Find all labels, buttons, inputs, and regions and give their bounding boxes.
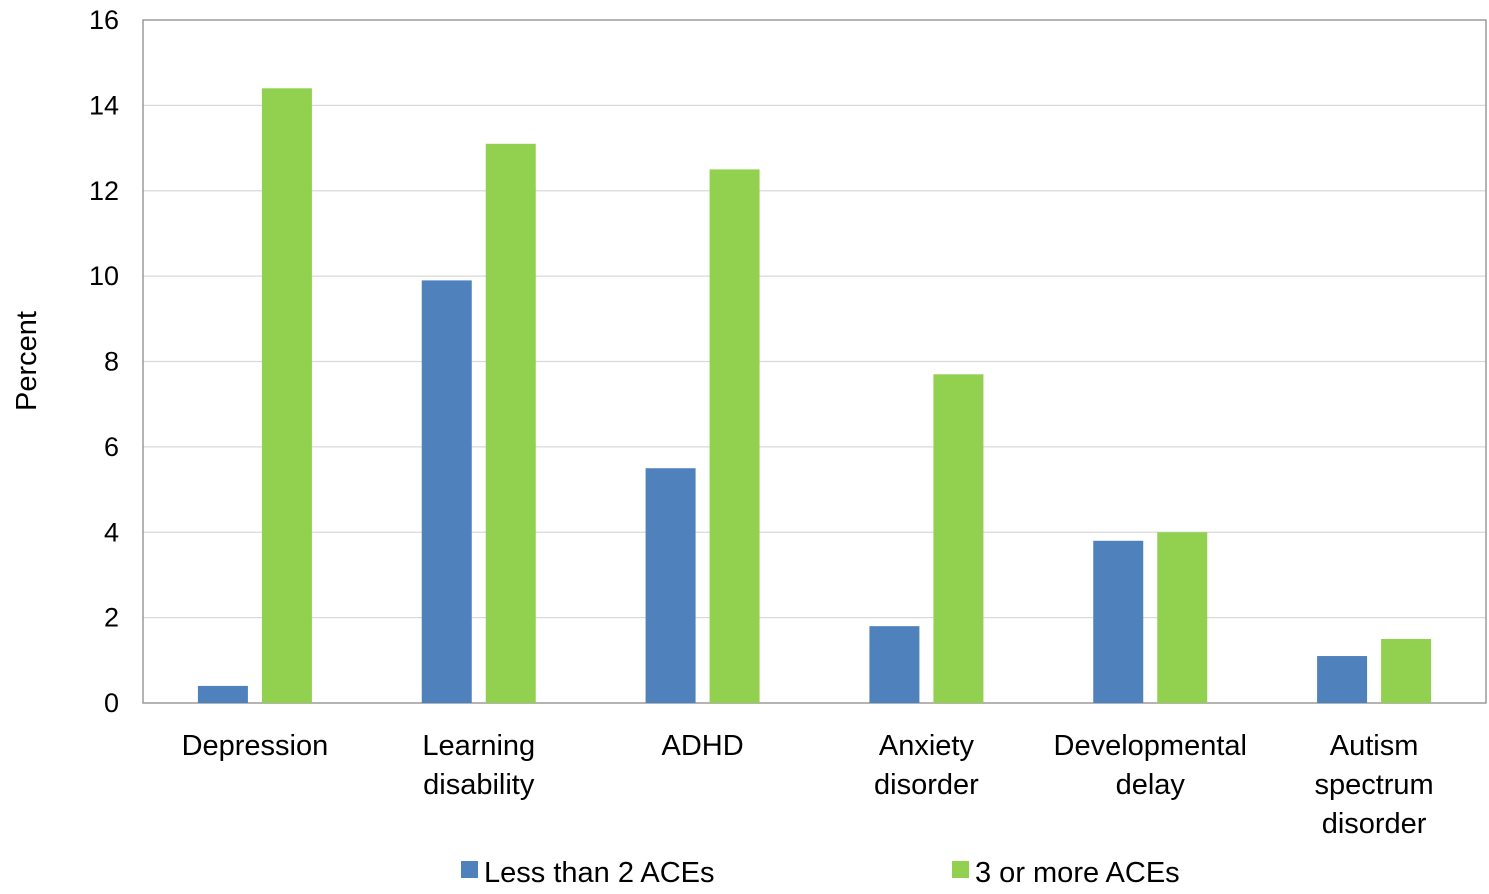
x-category-label-line: disorder <box>874 769 979 801</box>
bar-less-than-2-aces <box>645 468 696 703</box>
bar-3-or-more-aces <box>485 143 536 703</box>
x-category-label-line: Depression <box>182 730 329 762</box>
y-tick-label: 14 <box>89 90 119 120</box>
x-category-label: Developmental delay <box>1054 730 1247 801</box>
bar-less-than-2-aces <box>197 685 248 703</box>
x-category-label-line: disorder <box>1322 808 1427 840</box>
x-category-label: Learning disability <box>422 730 535 801</box>
bar-less-than-2-aces <box>869 626 920 703</box>
legend-swatch <box>461 861 478 878</box>
legend-label: 3 or more ACEs <box>975 857 1180 889</box>
y-tick-label: 8 <box>104 347 119 377</box>
plot-frame <box>142 19 1487 704</box>
bar-less-than-2-aces <box>1317 656 1368 703</box>
x-category-label-line: Learning <box>422 730 535 762</box>
x-category-label: ADHD <box>661 730 743 762</box>
y-tick-label: 16 <box>89 5 119 35</box>
y-tick-label: 0 <box>104 688 119 718</box>
x-category-label-line: delay <box>1116 769 1186 801</box>
x-category-label-line: Autism <box>1330 730 1419 762</box>
axes <box>142 19 1487 704</box>
bar-3-or-more-aces <box>261 88 312 704</box>
bars <box>197 88 1432 704</box>
bar-3-or-more-aces <box>933 374 984 703</box>
y-tick-label: 10 <box>89 261 119 291</box>
labels: 0 2 4 6 8 10 12 14 16 Depression Learning disabilit… <box>89 5 1434 840</box>
x-category-label-line: Developmental <box>1054 730 1247 762</box>
y-tick-label: 4 <box>104 517 119 547</box>
y-tick-label: 2 <box>104 603 119 633</box>
x-category-label: Autism spectrum disorder <box>1314 730 1433 840</box>
x-category-label-line: Anxiety <box>879 730 975 762</box>
bar-3-or-more-aces <box>709 169 760 703</box>
legend: Less than 2 ACEs 3 or more ACEs <box>461 857 1180 889</box>
y-axis-title: Percent <box>11 311 43 411</box>
bar-less-than-2-aces <box>1093 540 1144 703</box>
x-category-label: Depression <box>182 730 329 762</box>
bar-3-or-more-aces <box>1157 532 1208 703</box>
x-category-label-line: disability <box>423 769 535 801</box>
bar-less-than-2-aces <box>421 280 472 703</box>
legend-label: Less than 2 ACEs <box>484 857 715 889</box>
y-tick-label: 6 <box>104 432 119 462</box>
bar-3-or-more-aces <box>1381 638 1432 703</box>
x-category-label-line: spectrum <box>1314 769 1433 801</box>
y-tick-label: 12 <box>89 176 119 206</box>
x-category-label: Anxiety disorder <box>874 730 979 801</box>
gridlines <box>143 104 1486 619</box>
legend-swatch <box>952 861 969 878</box>
x-category-label-line: ADHD <box>661 730 743 762</box>
